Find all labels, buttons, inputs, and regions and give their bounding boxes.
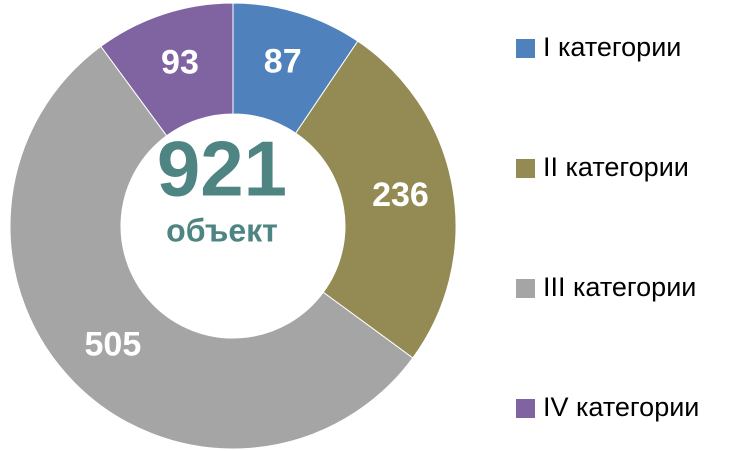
donut-segment	[232, 2, 359, 134]
legend-label: III категории	[543, 272, 696, 302]
legend-swatch	[516, 159, 535, 178]
data-label: 93	[161, 43, 199, 81]
legend-swatch	[516, 399, 535, 418]
center-value: 921	[157, 125, 287, 213]
donut-segment	[9, 45, 414, 450]
legend-swatch	[516, 39, 535, 58]
data-label: 87	[264, 42, 302, 80]
data-label: 505	[85, 325, 142, 363]
data-label: 236	[372, 176, 429, 214]
legend-label: IV категории	[543, 392, 699, 422]
legend-swatch	[516, 279, 535, 298]
donut-segment	[294, 40, 457, 359]
center-label: объект	[166, 212, 278, 248]
legend-label: II категории	[543, 152, 689, 182]
legend-label: I категории	[543, 32, 681, 62]
